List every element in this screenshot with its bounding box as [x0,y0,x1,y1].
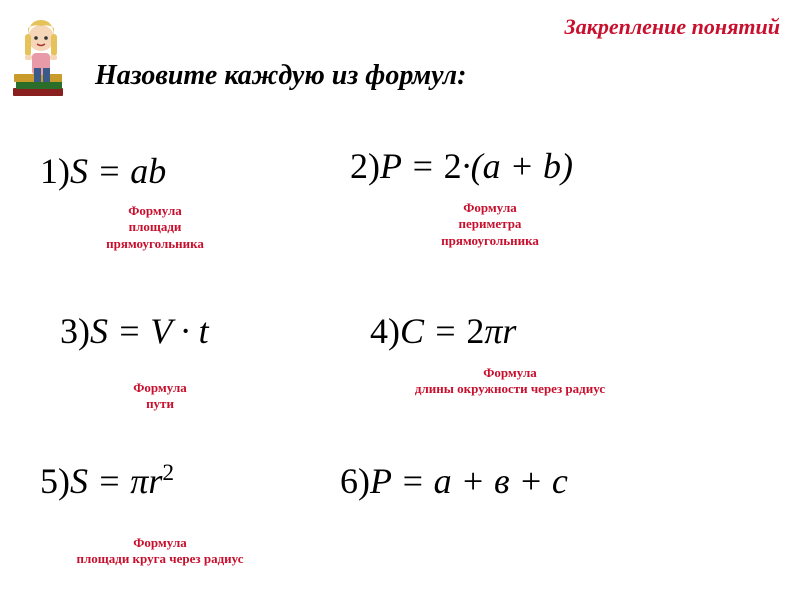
formula-2-caption: Формулапериметрапрямоугольника [405,200,575,249]
formula-2: 2)P = 2·(a + b) [350,145,573,187]
formula-6: 6)P = a + в + c [340,460,568,502]
formula-1-caption: Формулаплощадипрямоугольника [75,203,235,252]
student-on-books-illustration [8,8,78,103]
formula-2-number: 2) [350,146,380,186]
page-title: Назовите каждую из формул: [95,60,467,92]
formula-4: 4)C = 2πr [370,310,516,352]
formula-4-caption: Формуладлины окружности через радиус [360,365,660,398]
section-label: Закрепление понятий [565,14,780,40]
formula-3-caption: Формулапути [100,380,220,413]
formula-3: 3)S = V · t [60,310,209,352]
formula-5: 5)S = πr2 [40,460,174,502]
formula-3-number: 3) [60,311,90,351]
formula-5-caption: Формулаплощади круга через радиус [30,535,290,568]
formula-4-number: 4) [370,311,400,351]
formula-1-number: 1) [40,151,70,191]
formula-1: 1)S = ab [40,150,166,192]
formula-6-number: 6) [340,461,370,501]
formula-5-number: 5) [40,461,70,501]
